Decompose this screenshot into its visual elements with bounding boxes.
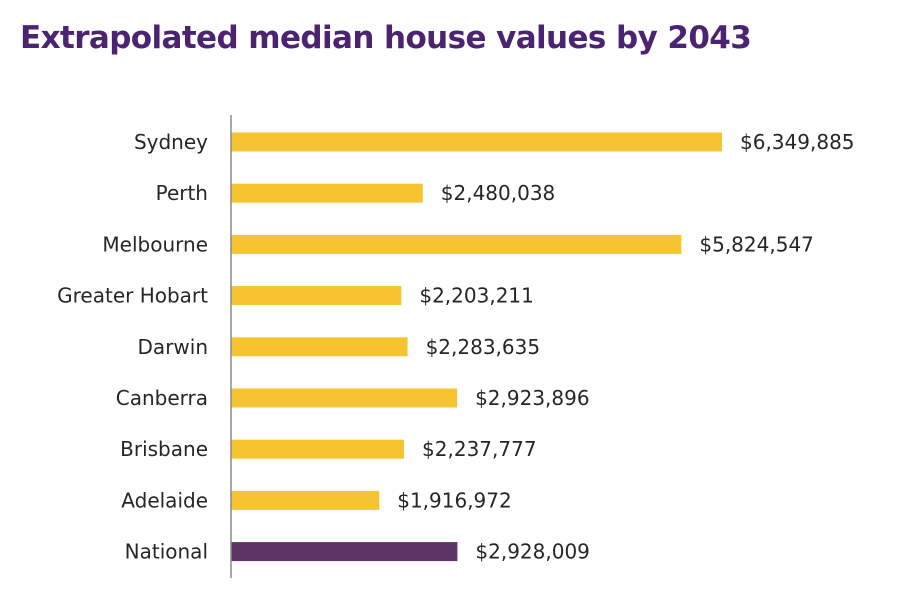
category-label: Darwin bbox=[138, 335, 208, 359]
bar-darwin bbox=[231, 337, 408, 357]
bar-brisbane bbox=[231, 439, 405, 459]
value-label: $6,349,885 bbox=[740, 130, 855, 154]
category-label: Greater Hobart bbox=[57, 284, 208, 308]
bar-melbourne bbox=[231, 234, 682, 254]
bar-perth bbox=[231, 183, 423, 203]
category-label: Brisbane bbox=[120, 437, 208, 461]
category-label: Perth bbox=[156, 181, 208, 205]
value-label: $2,928,009 bbox=[475, 540, 590, 564]
category-label: National bbox=[125, 540, 208, 564]
bar-adelaide bbox=[231, 490, 380, 510]
value-label: $2,237,777 bbox=[422, 437, 537, 461]
bar-greater-hobart bbox=[231, 286, 402, 306]
bars-layer: Sydney $6,349,885 Perth $2,480,038 Melbourne… bbox=[57, 130, 854, 564]
category-label: Canberra bbox=[116, 386, 208, 410]
value-label: $1,916,972 bbox=[397, 488, 512, 512]
value-label: $2,203,211 bbox=[419, 284, 534, 308]
category-label: Sydney bbox=[134, 130, 208, 154]
category-label: Melbourne bbox=[102, 232, 208, 256]
value-label: $2,283,635 bbox=[426, 335, 541, 359]
value-label: $2,923,896 bbox=[475, 386, 590, 410]
chart-title: Extrapolated median house values by 2043 bbox=[20, 20, 752, 56]
value-label: $2,480,038 bbox=[441, 181, 556, 205]
bar-canberra bbox=[231, 388, 458, 408]
value-label: $5,824,547 bbox=[699, 232, 814, 256]
category-label: Adelaide bbox=[121, 488, 208, 512]
bar-national bbox=[231, 542, 458, 562]
bar-sydney bbox=[231, 132, 722, 152]
